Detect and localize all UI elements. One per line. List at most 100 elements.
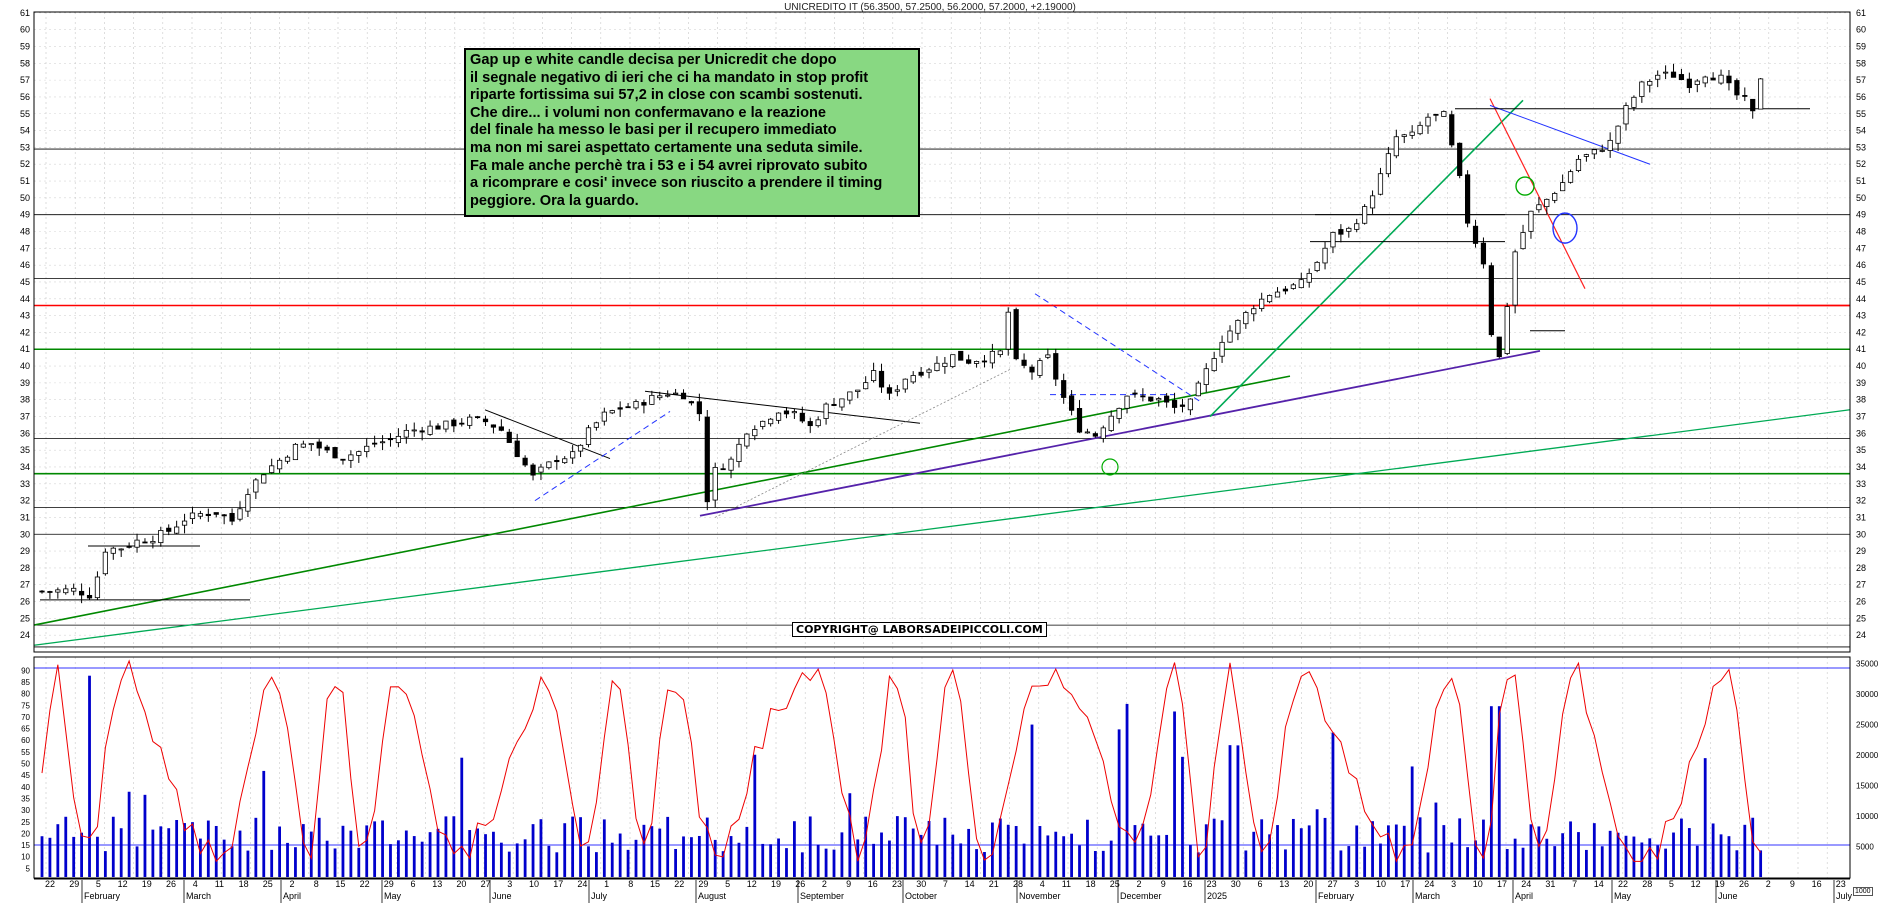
candle-body (665, 394, 671, 397)
volume-bar (1521, 847, 1525, 877)
volume-bar (349, 830, 353, 877)
volume-bar (1323, 817, 1327, 877)
candle-body (1274, 291, 1281, 298)
candle-body (1758, 78, 1764, 110)
volume-bar (1157, 835, 1161, 877)
price-tick-right: 29 (1856, 546, 1866, 556)
osc-tick-left: 35 (21, 794, 30, 803)
candle-body (1655, 74, 1661, 80)
volume-bar (1474, 840, 1477, 877)
month-label: April (283, 891, 301, 901)
volume-bar (769, 844, 773, 877)
price-tick-left: 57 (20, 75, 30, 85)
day-label: 26 (1739, 879, 1749, 889)
axes (33, 11, 1851, 880)
volume-bar (729, 836, 733, 877)
note-line: ma non mi sarei aspettato certamente una… (470, 139, 863, 156)
volume-bar (254, 817, 258, 877)
candle-body (174, 526, 180, 534)
candle-body (1314, 261, 1320, 271)
candle-body (1472, 225, 1479, 244)
candle-body (1243, 312, 1249, 325)
volume-bar (1165, 834, 1169, 877)
note-line: peggiore. Ora la guardo. (470, 192, 639, 209)
candle-body (1734, 80, 1740, 96)
price-tick-left: 60 (20, 25, 30, 35)
price-tick-right: 57 (1856, 75, 1866, 85)
candle-body (71, 587, 77, 592)
month-label: May (1614, 891, 1632, 901)
candle-body (1560, 182, 1566, 192)
volume-bar (1410, 766, 1414, 877)
month-label: December (1120, 891, 1162, 901)
candle-body (950, 354, 956, 367)
volume-bars (40, 675, 1763, 877)
candle-body (506, 431, 512, 443)
volume-bar (880, 832, 883, 877)
candle-body (1567, 171, 1574, 183)
candle-body (213, 512, 219, 515)
candle-body (229, 512, 235, 522)
candle-body (1005, 311, 1011, 350)
price-tick-right: 33 (1856, 479, 1866, 489)
day-label: 2 (1136, 879, 1141, 889)
volume-bar (444, 816, 448, 877)
candle-body (261, 474, 267, 484)
annotation-note: Gap up e white candle decisa per Unicred… (464, 48, 920, 217)
candle-body (823, 403, 829, 419)
day-label: 17 (1497, 879, 1507, 889)
volume-bar (404, 830, 408, 877)
candle-body (1076, 408, 1083, 433)
month-label: August (698, 891, 727, 901)
volume-bar (175, 820, 179, 877)
candle-body (1179, 404, 1186, 407)
price-tick-right: 27 (1856, 580, 1866, 590)
note-line: Che dire... i volumi non confermavano e … (470, 104, 827, 121)
candle-body (221, 514, 227, 517)
candle-body (760, 420, 766, 427)
candle-body (871, 370, 877, 382)
price-tick-left: 25 (20, 613, 30, 623)
volume-bar (682, 836, 685, 877)
volume-bar (1062, 836, 1066, 877)
volume-bar (1553, 846, 1557, 877)
candle-body (570, 451, 576, 459)
day-label: 5 (1669, 879, 1674, 889)
candle-body (1433, 113, 1439, 116)
day-label: 12 (118, 879, 128, 889)
candle-body (1686, 78, 1692, 89)
price-tick-right: 51 (1856, 176, 1866, 186)
price-tick-right: 31 (1856, 512, 1866, 522)
candle-body (894, 389, 900, 392)
volume-bar (1680, 818, 1683, 877)
osc-tick-left: 75 (21, 701, 30, 710)
volume-bar (151, 829, 155, 877)
price-tick-left: 38 (20, 395, 30, 405)
volume-bar (206, 820, 210, 877)
price-tick-left: 24 (20, 630, 30, 640)
highlight-circle (1515, 176, 1535, 196)
volume-bar (1133, 825, 1137, 877)
note-line: del finale ha messo le basi per il recup… (470, 122, 837, 139)
candle-body (1362, 206, 1368, 224)
volume-scale-label: 1000 (1853, 887, 1873, 896)
candle-body (1575, 158, 1582, 171)
dotted-line (714, 369, 1011, 518)
volume-bar (903, 817, 907, 877)
candle-body (1393, 136, 1399, 157)
candle-body (1623, 105, 1629, 125)
volume-bar (333, 848, 337, 877)
price-tick-right: 48 (1856, 227, 1866, 237)
day-label: 27 (481, 879, 491, 889)
volume-bar (1687, 828, 1691, 877)
candle-body (1528, 210, 1534, 232)
candle-body (292, 443, 299, 461)
volume-bar (119, 828, 123, 877)
note-line: riparte fortissima sui 57,2 in close con… (470, 87, 863, 104)
candle-body (134, 539, 140, 548)
candle-body (118, 548, 124, 551)
price-axis-labels: 24 24 25 25 26 26 27 27 28 28 29 29 30 30 31 31 32 32 33 33… (20, 8, 1866, 640)
candle-body (419, 430, 425, 433)
volume-bar (389, 844, 392, 877)
candle-body (1124, 395, 1130, 409)
